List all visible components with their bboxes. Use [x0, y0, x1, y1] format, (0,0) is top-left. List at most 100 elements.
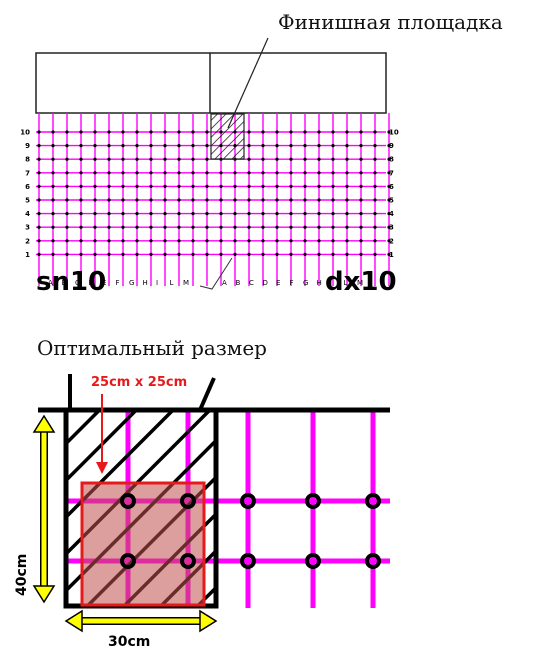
grid-node — [79, 144, 83, 148]
grid-node — [93, 184, 97, 188]
column-letter-right: B — [236, 279, 241, 287]
grid-node — [373, 252, 377, 256]
grid-node — [205, 252, 209, 256]
grid-node — [107, 171, 111, 175]
row-label-right: 4 — [389, 210, 394, 218]
grid-node — [177, 239, 181, 243]
grid-node — [135, 198, 139, 202]
grid-node — [261, 144, 265, 148]
grid-node — [205, 198, 209, 202]
grid-node — [93, 157, 97, 161]
grid-node — [79, 225, 83, 229]
detail-grid-node — [180, 493, 196, 509]
grid-node — [345, 239, 349, 243]
grid-node — [121, 225, 125, 229]
grid-node — [65, 239, 69, 243]
grid-node — [359, 157, 363, 161]
grid-node — [79, 212, 83, 216]
grid-node — [359, 184, 363, 188]
grid-node — [303, 198, 307, 202]
grid-node — [163, 225, 167, 229]
grid-node — [65, 130, 69, 134]
grid-node — [93, 225, 97, 229]
grid-node — [289, 225, 293, 229]
detail-grid-node — [120, 493, 136, 509]
grid-node — [373, 144, 377, 148]
row-label-left: 4 — [25, 210, 30, 218]
grid-node — [373, 130, 377, 134]
row-labels: 10 10 9 9 8 8 7 7 6 6 5 5 4 4 3 3 2 2 1 1 — [20, 129, 399, 259]
detail-grid-node — [120, 553, 136, 569]
grid-node — [387, 157, 391, 161]
grid-node — [135, 144, 139, 148]
grid-node — [303, 171, 307, 175]
grid-node — [205, 171, 209, 175]
grid-node — [37, 184, 41, 188]
grid-node — [93, 198, 97, 202]
grid-node — [79, 252, 83, 256]
grid-node — [149, 130, 153, 134]
column-letter-left: H — [143, 279, 148, 287]
grid-node — [177, 212, 181, 216]
row-label-left: 9 — [25, 142, 30, 150]
row-label-left: 8 — [25, 156, 30, 164]
grid-node — [233, 252, 237, 256]
column-letter-left: A — [48, 279, 53, 287]
grid-node — [317, 184, 321, 188]
detail-grid-node — [240, 553, 256, 569]
grid-node — [275, 130, 279, 134]
grid-node — [37, 212, 41, 216]
column-letter-right: D — [263, 279, 268, 287]
width-arrow — [64, 609, 218, 633]
grid-node — [205, 184, 209, 188]
grid-node — [93, 212, 97, 216]
grid-node — [135, 252, 139, 256]
grid-node — [191, 239, 195, 243]
grid-node — [219, 184, 223, 188]
target-square — [80, 481, 206, 607]
grid-node — [275, 225, 279, 229]
grid-node — [303, 130, 307, 134]
row-label-right: 1 — [389, 251, 394, 259]
grid-node — [247, 130, 251, 134]
grid-node — [317, 225, 321, 229]
row-label-left: 7 — [25, 169, 30, 177]
grid-node — [247, 184, 251, 188]
grid-node — [261, 157, 265, 161]
column-letter-left: M — [183, 279, 189, 287]
grid-node — [121, 198, 125, 202]
grid-node — [177, 225, 181, 229]
column-letter-left: C — [75, 279, 80, 287]
grid-node — [107, 184, 111, 188]
grid-node — [373, 212, 377, 216]
detail-grid-node — [365, 553, 381, 569]
grid-node — [387, 171, 391, 175]
grid-node — [317, 212, 321, 216]
grid-node — [275, 157, 279, 161]
grid-node — [121, 144, 125, 148]
grid-node — [317, 130, 321, 134]
grid-node — [289, 144, 293, 148]
grid-node — [79, 239, 83, 243]
column-letter-right: C — [249, 279, 254, 287]
grid-node — [149, 157, 153, 161]
grid-node — [149, 252, 153, 256]
grid-node — [247, 144, 251, 148]
grid-node — [191, 252, 195, 256]
grid-node — [331, 239, 335, 243]
row-label-right: 6 — [389, 183, 394, 191]
column-letter-right: H — [317, 279, 322, 287]
grid-node — [107, 212, 111, 216]
grid-node — [93, 130, 97, 134]
grid-node — [107, 157, 111, 161]
grid-node — [359, 171, 363, 175]
grid-node — [149, 212, 153, 216]
detail-grid-node — [305, 493, 321, 509]
grid-node — [121, 184, 125, 188]
row-label-left: 5 — [25, 197, 30, 205]
detail-pointer-line — [198, 377, 216, 411]
grid-node — [331, 225, 335, 229]
grid-node — [51, 252, 55, 256]
